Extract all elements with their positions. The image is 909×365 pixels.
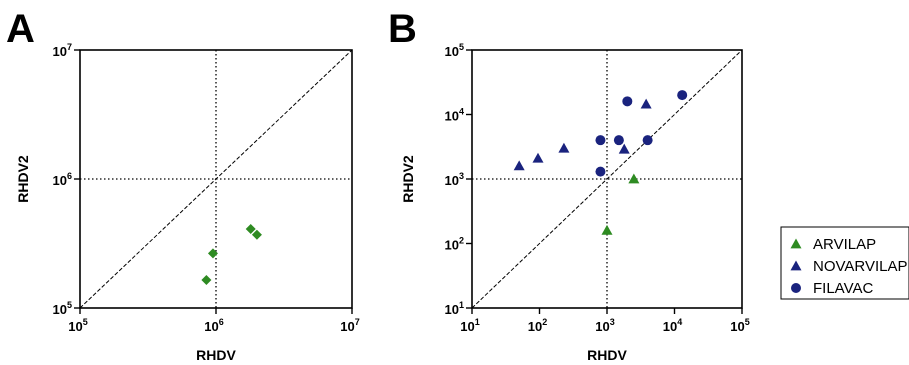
filavac-point: [622, 96, 633, 107]
filavac-point: [595, 135, 606, 146]
arvilap-point: [601, 224, 613, 235]
y-tick-label: 107: [53, 42, 72, 59]
panel-b-ticks: 101 102 103 104 105 101 102 103 104 105: [445, 42, 750, 334]
legend: ARVILAP NOVARVILAP FILAVAC: [780, 226, 909, 300]
x-tick-label: 104: [663, 317, 682, 334]
y-tick-label: 106: [53, 171, 72, 188]
x-tick-label: 105: [68, 317, 87, 334]
y-tick-label: 103: [445, 171, 464, 188]
novarvilap-legend-marker: [790, 260, 802, 271]
panel-letter-a: A: [6, 7, 35, 51]
x-tick-label: 105: [730, 317, 749, 334]
y-tick-label: 105: [445, 42, 464, 59]
panel-letter-b: B: [388, 7, 417, 51]
panel-a-ticks: 105 106 107 105 106 107: [53, 42, 360, 334]
panel-b-reference-lines: [471, 49, 743, 309]
panel-a-points: [201, 223, 262, 285]
y-tick-label: 101: [445, 300, 464, 317]
arvilap-legend-marker: [790, 238, 802, 249]
x-tick-label: 101: [460, 317, 479, 334]
legend-label-filavac: FILAVAC: [813, 280, 873, 297]
y-tick-label: 105: [53, 300, 72, 317]
panel-a-chart: 105 106 107 105 106 107 RHDV RHDV2: [15, 42, 360, 363]
novarvilap-point: [532, 152, 544, 163]
arvilap-point: [628, 173, 640, 184]
x-tick-label: 107: [340, 317, 359, 334]
novarvilap-point: [558, 142, 570, 153]
filavac-point: [642, 135, 653, 146]
x-tick-label: 102: [528, 317, 547, 334]
series-point: [207, 248, 218, 259]
filavac-legend-marker: [791, 283, 801, 293]
y-tick-label: 104: [445, 107, 464, 124]
legend-label-arvilap: ARVILAP: [813, 236, 876, 253]
series-point: [201, 274, 212, 285]
panel-a-reference-lines: [79, 49, 353, 309]
filavac-point: [595, 166, 606, 177]
legend-box: [780, 226, 909, 300]
panel-b-points: [513, 90, 688, 235]
legend-label-novarvilap: NOVARVILAP: [813, 258, 907, 275]
novarvilap-point: [640, 98, 652, 109]
novarvilap-point: [513, 160, 525, 171]
panel-a-x-axis-title: RHDV: [196, 347, 236, 363]
panel-b-chart: 101 102 103 104 105 101 102 103 104 105 RHDV RHDV…: [400, 42, 750, 363]
panel-b-x-axis-title: RHDV: [587, 347, 627, 363]
y-tick-label: 102: [445, 236, 464, 253]
x-tick-label: 106: [204, 317, 223, 334]
panel-a-y-axis-title: RHDV2: [15, 155, 31, 203]
panel-b-y-axis-title: RHDV2: [400, 155, 416, 203]
filavac-point: [613, 135, 624, 146]
novarvilap-point: [618, 143, 630, 154]
series-point: [245, 223, 256, 234]
x-tick-label: 103: [595, 317, 614, 334]
filavac-point: [677, 90, 688, 101]
series-point: [251, 229, 262, 240]
